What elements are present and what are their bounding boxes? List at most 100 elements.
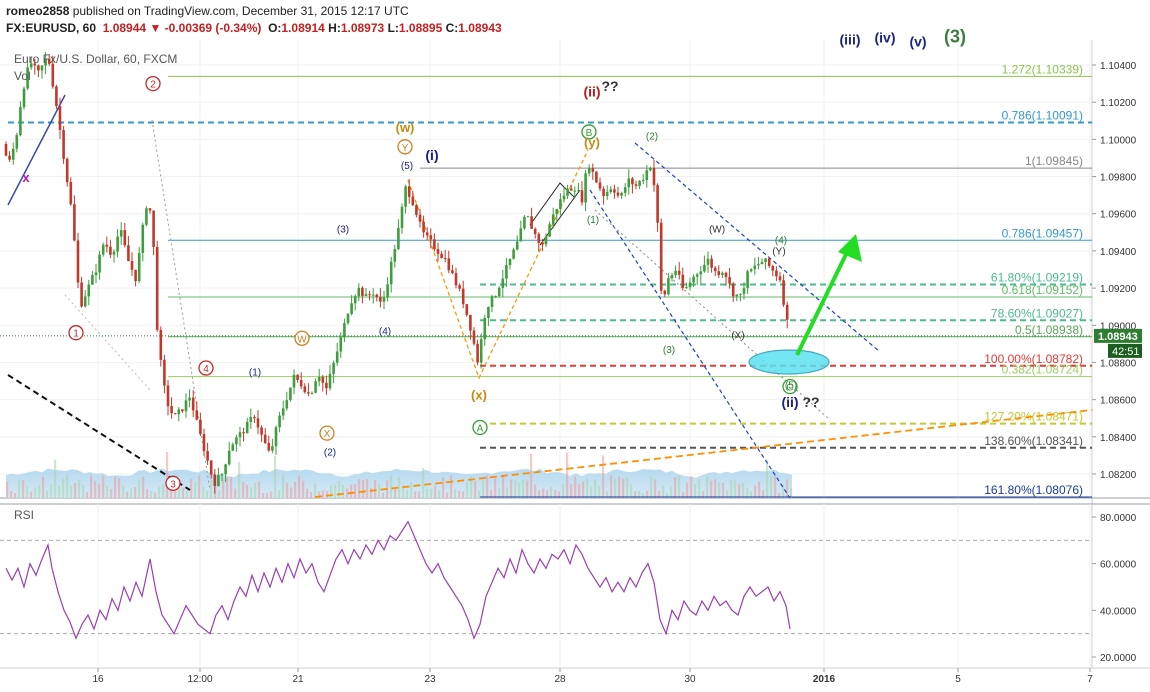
wave-label: (i) (425, 147, 438, 163)
volume-bar (478, 490, 481, 498)
volume-bar (426, 488, 429, 498)
volume-bar (10, 491, 13, 498)
symbol-label[interactable]: FX:EURUSD, 60 (6, 21, 97, 35)
wave-circle (294, 330, 310, 346)
volume-bar (630, 484, 633, 498)
close-label: C: (445, 21, 459, 35)
volume-bar (6, 481, 9, 498)
wave-label: (4) (379, 327, 391, 338)
volume-bar (410, 482, 413, 498)
green-arrow-head (838, 234, 862, 262)
fib-label: 161.80%(1.08076) (984, 483, 1083, 497)
candle-body (551, 214, 555, 225)
volume-bar (110, 488, 113, 498)
candle-body (47, 58, 51, 64)
volume-legend[interactable]: Vol (14, 69, 31, 83)
candle-body (15, 135, 19, 149)
series-legend-title[interactable]: Euro Fx/U.S. Dollar, 60, FXCM (14, 52, 178, 66)
open-label: O: (268, 21, 282, 35)
fib-label: 138.60%(1.08341) (984, 434, 1083, 448)
wave-label: ?? (601, 78, 618, 94)
rsi-legend[interactable]: RSI (14, 508, 35, 522)
author-name[interactable]: romeo2858 (6, 4, 70, 18)
volume-bar (306, 488, 309, 498)
candle-body (490, 296, 494, 307)
candle-body (659, 222, 663, 291)
volume-bar (394, 488, 397, 498)
candle-body (83, 296, 87, 307)
candle-body (440, 253, 443, 258)
candle-body (11, 148, 15, 160)
volume-bar (34, 487, 37, 498)
candle-body (350, 303, 353, 315)
candle-body (785, 304, 789, 320)
volume-bar (606, 491, 609, 498)
volume-bar (734, 480, 737, 498)
volume-bar (178, 479, 181, 498)
volume-bar (290, 487, 293, 498)
volume-bar (754, 485, 757, 498)
candle-body (116, 236, 119, 252)
volume-bar (518, 482, 521, 498)
candle-body (685, 287, 688, 289)
volume-bar (626, 477, 629, 498)
candle-body (616, 192, 620, 196)
time-axis[interactable]: 16 12:00 21 23 28 30 2016 5 7 (92, 668, 1093, 685)
candle-body (335, 351, 339, 363)
wave-label: (3) (337, 224, 349, 235)
volume-bar (274, 455, 277, 498)
wave-label: ?? (802, 394, 819, 410)
candle-body (314, 381, 317, 393)
volume-bar (598, 485, 601, 498)
price-tick-label: 1.09200 (1100, 284, 1137, 295)
candle-body (634, 184, 638, 186)
wave-label: (iii) (840, 32, 861, 48)
volume-bar (602, 455, 605, 498)
fib-label: 78.60%(1.09027) (991, 306, 1083, 320)
candle-body (213, 474, 217, 486)
main-pane[interactable] (0, 40, 1092, 498)
price-axis[interactable]: 1.10400 1.10200 1.10000 1.09800 1.09600 1.094… (1092, 61, 1137, 481)
rsi-axis[interactable]: 80.0000 60.0000 40.0000 20.0000 (1092, 513, 1137, 664)
wave-label: (3) (944, 27, 966, 47)
candle-body (584, 173, 587, 203)
candle-body (429, 235, 433, 240)
black-wedge (539, 189, 581, 246)
candle-body (386, 284, 389, 298)
volume-bar (550, 486, 553, 498)
volume-bar (98, 483, 101, 498)
volume-bar (190, 478, 193, 498)
rsi-pane[interactable] (0, 504, 1092, 668)
candle-body (155, 246, 159, 330)
candle-body (217, 475, 220, 486)
candle-body (526, 216, 530, 218)
volume-bar (158, 486, 161, 498)
volume-bar (642, 492, 645, 498)
candle-body (422, 221, 425, 233)
volume-bar (638, 490, 641, 498)
candle-body (566, 188, 569, 196)
volume-bar (718, 482, 721, 498)
wave-circle (165, 475, 181, 491)
volume-bar (786, 479, 789, 498)
volume-bar (362, 479, 365, 498)
wave-label: (iv) (875, 30, 896, 46)
candle-body (80, 282, 83, 307)
time-tick-label: 7 (1087, 674, 1093, 685)
candle-body (382, 297, 386, 302)
volume-bar (26, 486, 29, 498)
volume-bar (234, 488, 237, 498)
volume-bar (14, 492, 17, 498)
volume-bar (286, 482, 289, 498)
volume-bar (762, 489, 765, 498)
volume-bar (102, 475, 105, 498)
candle-body (631, 178, 634, 185)
volume-bar (66, 475, 69, 498)
price-tick-label: 1.10200 (1100, 98, 1137, 109)
volume-bar (154, 492, 157, 498)
candle-body (368, 294, 371, 296)
candle-body (285, 400, 289, 409)
volume-bar (378, 484, 381, 498)
candle-body (688, 282, 692, 288)
